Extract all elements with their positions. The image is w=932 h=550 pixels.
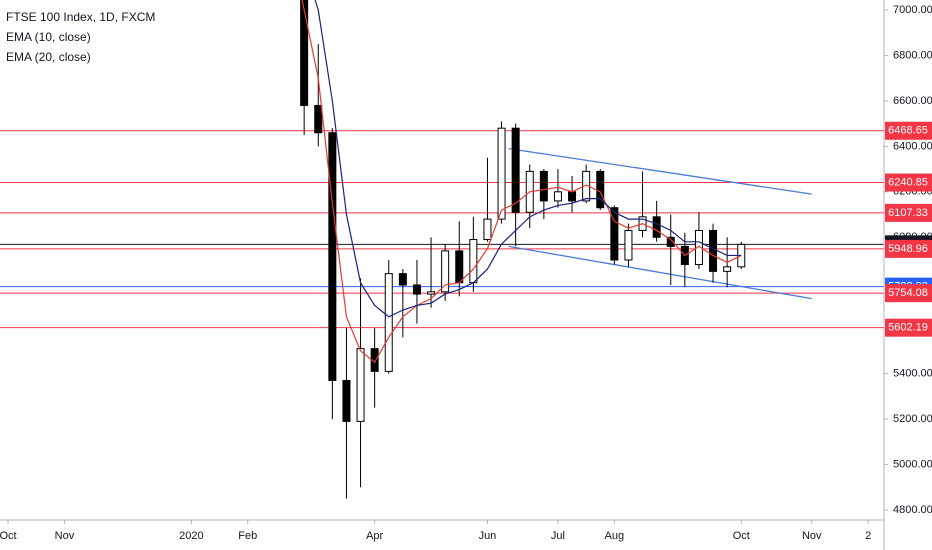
x-tick-label: Jul xyxy=(551,530,565,542)
level-label: 6107.33 xyxy=(888,207,928,219)
x-tick-label: Feb xyxy=(238,530,257,542)
y-tick-label: 5000.00 xyxy=(893,458,932,470)
candle-body xyxy=(511,127,520,213)
level-badge xyxy=(885,203,932,222)
legend-entry: EMA (20, close) xyxy=(6,50,91,64)
y-tick-label: 6600.00 xyxy=(893,95,932,107)
x-tick-label: Nov xyxy=(802,530,822,542)
x-tick-label: Jun xyxy=(479,530,497,542)
candle-body xyxy=(328,132,337,381)
legend: FTSE 100 Index, 1D, FXCM EMA (10, close)… xyxy=(6,10,155,64)
candle-body xyxy=(694,229,703,266)
level-badge xyxy=(885,173,932,192)
ema-line xyxy=(301,0,742,364)
level-label: 5754.08 xyxy=(888,287,928,299)
y-tick-label: 4800.00 xyxy=(893,504,932,516)
x-tick-label: 2020 xyxy=(179,530,203,542)
candle-body xyxy=(300,0,309,106)
candle-body xyxy=(568,191,577,202)
candle-body xyxy=(483,218,492,241)
candle-body xyxy=(596,170,605,209)
x-tick-label: Apr xyxy=(366,530,383,542)
level-badge xyxy=(885,284,932,303)
level-badge xyxy=(885,318,932,337)
candle-body xyxy=(652,216,661,238)
x-tick-label: Oct xyxy=(0,530,17,542)
level-label: 6468.65 xyxy=(888,125,928,137)
y-tick-label: 7000.00 xyxy=(893,4,932,16)
candle-body xyxy=(553,191,562,202)
ema-line xyxy=(314,0,742,318)
legend-entry: EMA (10, close) xyxy=(6,30,91,44)
trendline xyxy=(508,147,812,195)
candle-body xyxy=(356,348,365,422)
candle-body xyxy=(384,273,393,372)
x-tick-label: Nov xyxy=(55,530,75,542)
y-tick-label: 5200.00 xyxy=(893,413,932,425)
level-badge xyxy=(885,121,932,140)
chart-title: FTSE 100 Index, 1D, FXCM xyxy=(6,10,155,24)
candle-body xyxy=(469,239,478,284)
level-label: 5602.19 xyxy=(888,322,928,334)
candle-body xyxy=(610,207,619,261)
candle-body xyxy=(666,236,675,247)
x-tick-label: Aug xyxy=(605,530,625,542)
candle-body xyxy=(723,266,732,272)
candle-body xyxy=(427,291,436,295)
y-tick-label: 6400.00 xyxy=(893,140,932,152)
y-tick-label: 6800.00 xyxy=(893,49,932,61)
plot-area xyxy=(0,0,884,499)
candle-body xyxy=(455,250,464,284)
candle-body xyxy=(342,379,351,422)
candle-body xyxy=(624,229,633,261)
candle-body xyxy=(314,104,323,134)
axes: 4800.005000.005200.005400.005600.005800.… xyxy=(0,4,932,542)
candle-body xyxy=(709,229,718,272)
level-badge xyxy=(885,239,932,258)
x-tick-label: Oct xyxy=(733,530,750,542)
candle-body xyxy=(497,127,506,220)
candle-body xyxy=(539,170,548,202)
level-label: 6240.85 xyxy=(888,176,928,188)
level-label: 5948.96 xyxy=(888,243,928,255)
candle-body xyxy=(441,250,450,293)
candle-body xyxy=(398,273,407,286)
y-tick-label: 5400.00 xyxy=(893,368,932,380)
trendline xyxy=(508,245,812,300)
x-tick-label: 2 xyxy=(865,530,871,542)
candle-body xyxy=(412,284,421,295)
